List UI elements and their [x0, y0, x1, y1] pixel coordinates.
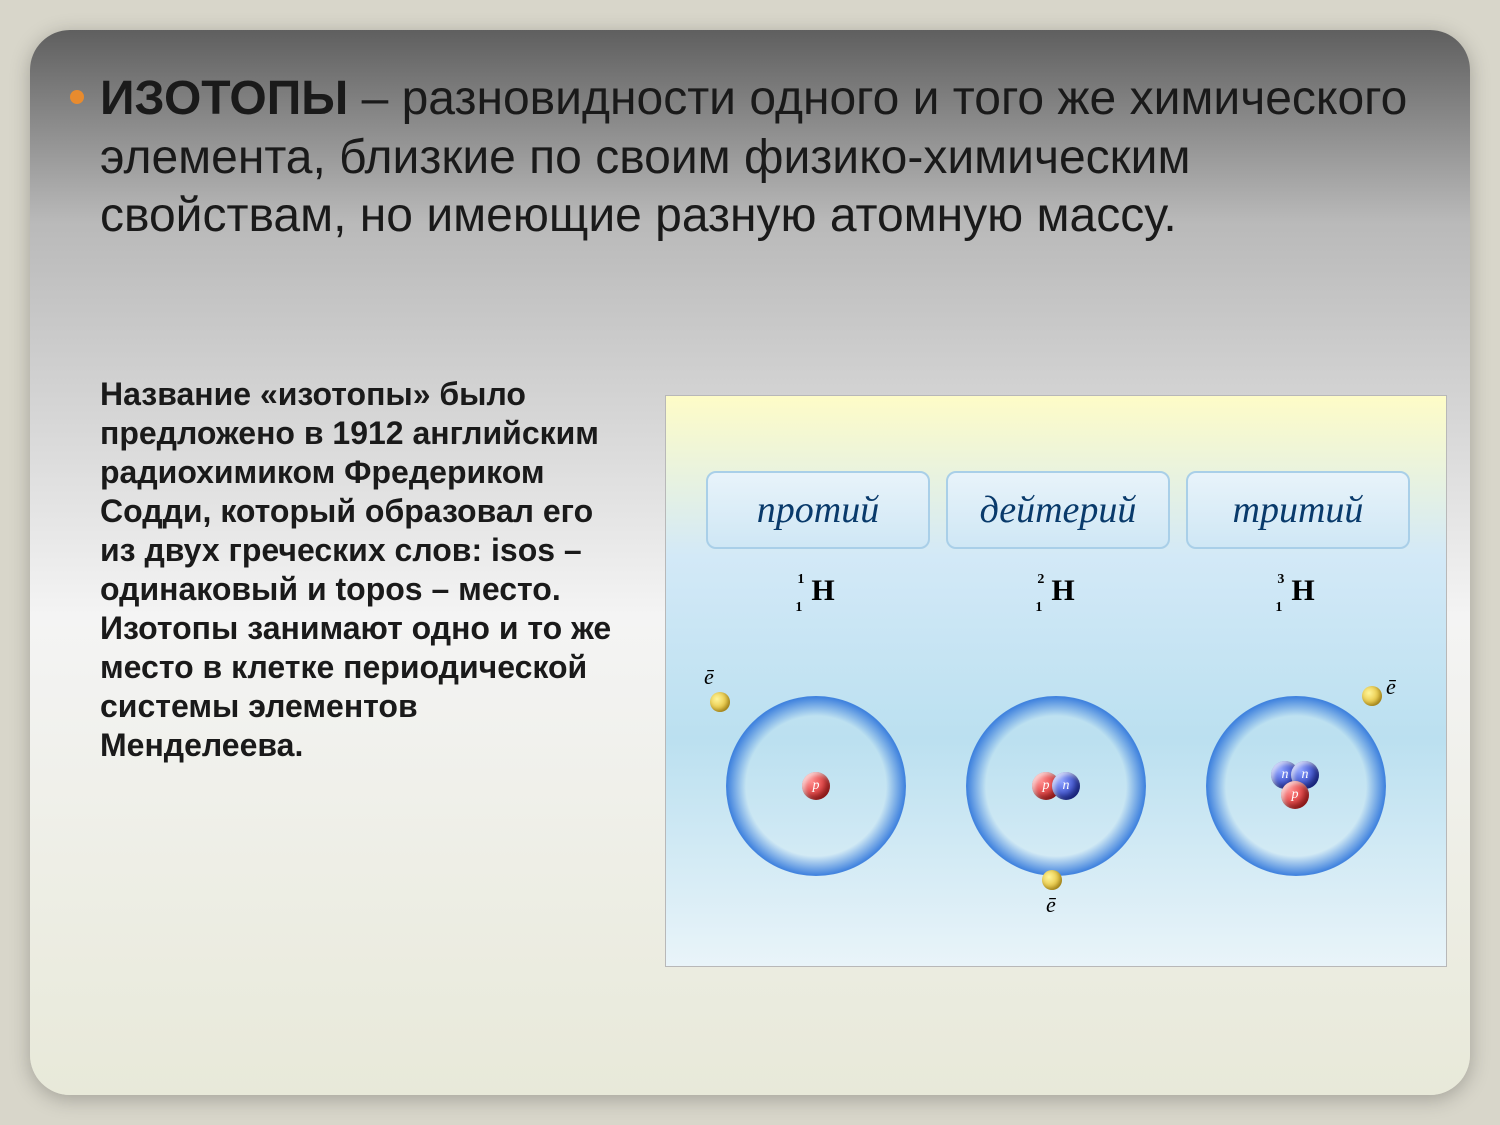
- etymology-text: Название «изотопы» было предложено в 191…: [100, 375, 620, 765]
- isotope-label-tritium: тритий: [1186, 471, 1410, 549]
- electron-label: ē: [1386, 674, 1396, 700]
- symbol-tritium: 31H: [1186, 574, 1406, 612]
- nucleus: pn: [1032, 772, 1080, 800]
- proton-icon: p: [802, 772, 830, 800]
- atom-protium: p ē: [706, 656, 926, 916]
- main-definition: ИЗОТОПЫ – разновидности одного и того же…: [100, 70, 1450, 246]
- proton-icon: p: [1281, 781, 1309, 809]
- electron-icon: [710, 692, 730, 712]
- nucleus: p: [802, 772, 830, 800]
- neutron-icon: n: [1052, 772, 1080, 800]
- symbol-deuterium: 21H: [946, 574, 1166, 612]
- slide: ИЗОТОПЫ – разновидности одного и того же…: [30, 30, 1470, 1095]
- isotope-label-protium: протий: [706, 471, 930, 549]
- symbol-protium: 11H: [706, 574, 926, 612]
- isotope-label-deuterium: дейтерий: [946, 471, 1170, 549]
- atom-deuterium: pn ē: [946, 656, 1166, 916]
- nucleus: n n p: [1271, 761, 1321, 811]
- electron-label: ē: [704, 664, 714, 690]
- isotopes-diagram: протий дейтерий тритий 11H 21H 31H p ē p…: [665, 395, 1447, 967]
- electron-label: ē: [1046, 892, 1056, 918]
- electron-icon: [1042, 870, 1062, 890]
- electron-icon: [1362, 686, 1382, 706]
- bullet-icon: [70, 90, 84, 104]
- atom-tritium: n n p ē: [1186, 656, 1406, 916]
- term: ИЗОТОПЫ: [100, 72, 348, 125]
